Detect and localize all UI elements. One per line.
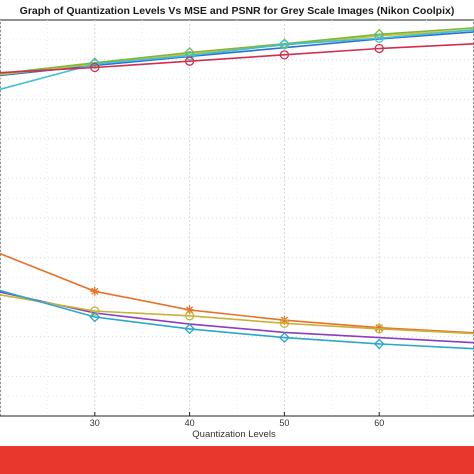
series-line: [0, 31, 474, 77]
data-point-circle: [279, 50, 290, 60]
data-point-circle: [184, 311, 195, 321]
data-point-diamond: [89, 311, 101, 323]
data-point-diamond: [184, 323, 196, 335]
data-point-circle: [90, 306, 100, 316]
data-point-circle: [279, 39, 290, 50]
series-6: [0, 252, 474, 334]
series-line: [0, 43, 474, 74]
x-tick-label: 40: [185, 418, 195, 428]
data-point-circle: [374, 33, 384, 43]
x-tick-label: 60: [374, 418, 384, 428]
series-line: [0, 294, 474, 335]
data-point-circle: [374, 324, 384, 334]
series-5: [0, 43, 474, 74]
series-7: [0, 291, 474, 344]
series-9: [0, 289, 474, 350]
x-tick-label: 50: [279, 418, 289, 428]
series-line: [0, 291, 474, 344]
series-8: [0, 294, 474, 335]
data-point-star: [90, 286, 100, 296]
data-point-circle: [279, 318, 290, 328]
chart-title: Graph of Quantization Levels Vs MSE and …: [20, 5, 455, 17]
data-point-circle: [90, 62, 100, 73]
data-point-star: [185, 305, 195, 315]
data-point-star: [374, 323, 384, 333]
data-point-diamond: [373, 338, 385, 350]
data-point-circle: [184, 56, 195, 66]
data-point-circle: [374, 43, 384, 54]
series-1: [0, 31, 474, 77]
x-tick-labels: 30 40 50 60: [90, 412, 384, 428]
series-line: [0, 252, 474, 334]
series-layer: [0, 27, 474, 350]
x-axis-label: Quantization Levels: [192, 429, 276, 440]
data-point-diamond: [278, 332, 290, 344]
grid-lines: [0, 20, 474, 416]
series-line: [0, 289, 474, 350]
data-point-star: [279, 315, 289, 325]
series-line: [0, 27, 474, 75]
data-point-circle: [184, 50, 195, 61]
plot-area: [0, 19, 474, 417]
x-tick-label: 30: [90, 418, 100, 428]
